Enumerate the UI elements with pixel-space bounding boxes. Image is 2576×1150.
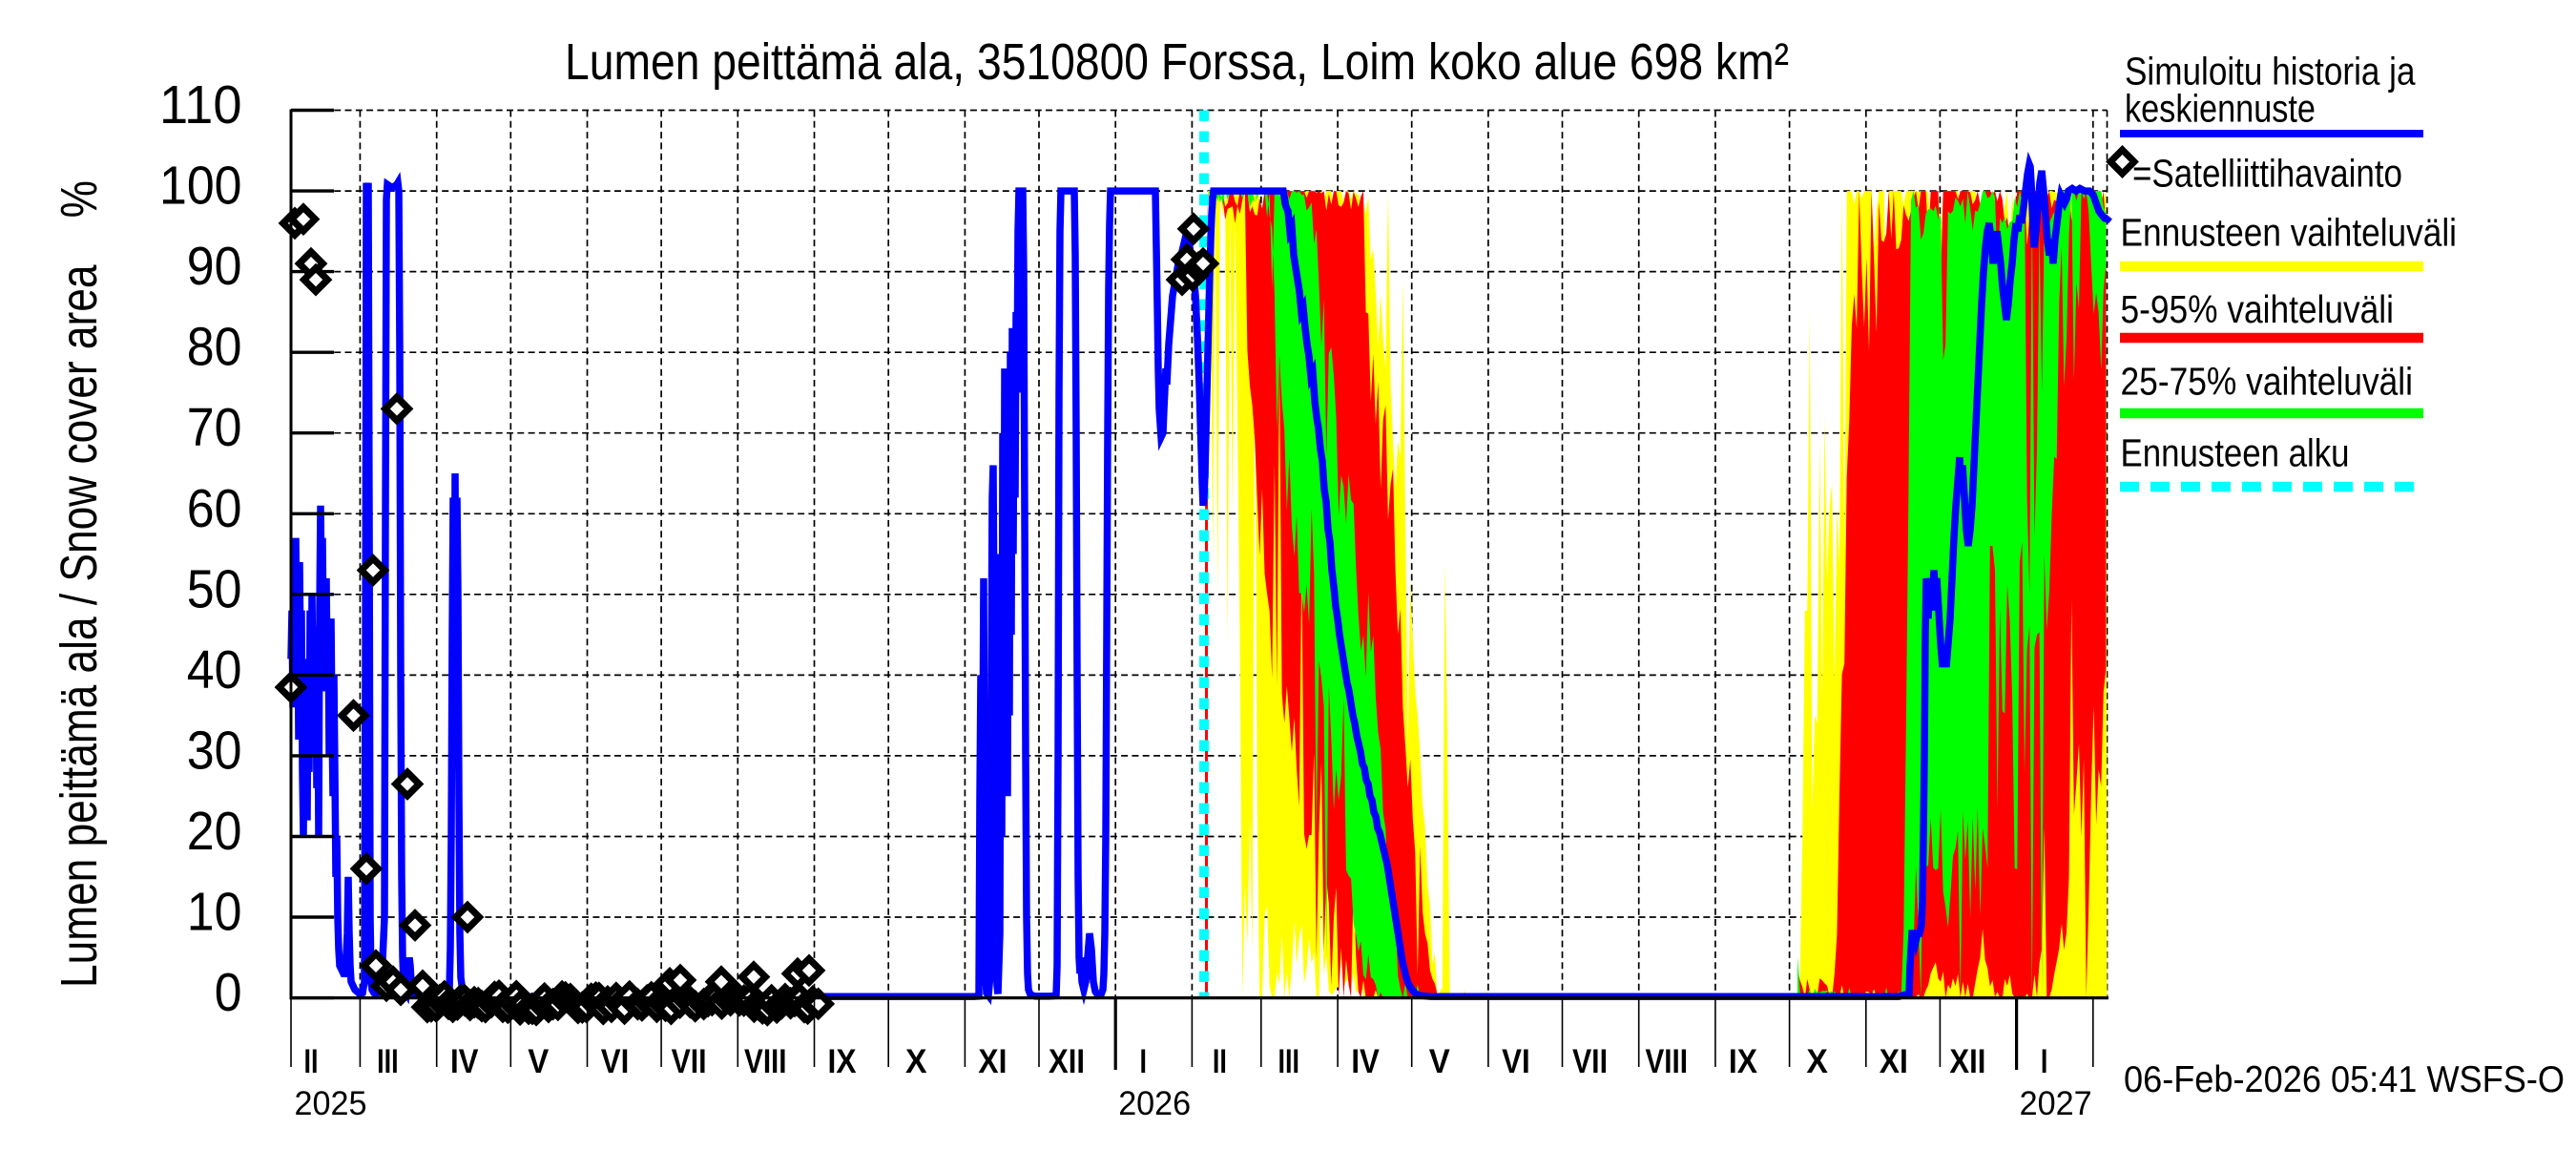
svg-text:0: 0 xyxy=(215,962,242,1023)
svg-text:5-95% vaihteluväli: 5-95% vaihteluväli xyxy=(2121,287,2395,331)
svg-text:IX: IX xyxy=(828,1043,858,1080)
svg-text:XII: XII xyxy=(1949,1043,1985,1080)
svg-text:IV: IV xyxy=(450,1043,479,1080)
svg-text:10: 10 xyxy=(187,882,242,943)
svg-text:Ennusteen vaihteluväli: Ennusteen vaihteluväli xyxy=(2121,211,2458,255)
svg-text:100: 100 xyxy=(159,156,242,217)
svg-text:Lumen peittämä ala, 3510800 Fo: Lumen peittämä ala, 3510800 Forssa, Loim… xyxy=(565,33,1789,91)
svg-text:I: I xyxy=(1139,1043,1147,1080)
svg-text:2027: 2027 xyxy=(2020,1085,2092,1122)
svg-text:30: 30 xyxy=(187,720,242,781)
svg-text:50: 50 xyxy=(187,558,242,619)
svg-text:III: III xyxy=(377,1043,399,1080)
svg-text:I: I xyxy=(2041,1043,2048,1080)
svg-text:IV: IV xyxy=(1351,1043,1380,1080)
svg-text:110: 110 xyxy=(159,74,242,136)
svg-text:Simuloitu historia ja: Simuloitu historia ja xyxy=(2125,50,2416,94)
svg-text:VIII: VIII xyxy=(744,1043,787,1080)
svg-text:II: II xyxy=(304,1043,319,1080)
svg-text:VII: VII xyxy=(672,1043,707,1080)
svg-text:X: X xyxy=(905,1043,927,1080)
svg-text:VII: VII xyxy=(1572,1043,1608,1080)
svg-text:III: III xyxy=(1278,1043,1300,1080)
svg-text:25-75% vaihteluväli: 25-75% vaihteluväli xyxy=(2121,360,2414,404)
svg-text:2026: 2026 xyxy=(1118,1085,1191,1122)
svg-text:80: 80 xyxy=(187,317,242,378)
svg-text:IX: IX xyxy=(1729,1043,1758,1080)
svg-text:90: 90 xyxy=(187,236,242,297)
svg-text:XI: XI xyxy=(1880,1043,1908,1080)
svg-text:VI: VI xyxy=(601,1043,630,1080)
svg-text:20: 20 xyxy=(187,801,242,862)
svg-text:II: II xyxy=(1213,1043,1227,1080)
svg-text:X: X xyxy=(1806,1043,1828,1080)
svg-text:Lumen peittämä ala / Snow cove: Lumen peittämä ala / Snow cover area % xyxy=(51,180,108,988)
svg-text:keskiennuste: keskiennuste xyxy=(2125,87,2316,131)
svg-text:VIII: VIII xyxy=(1645,1043,1688,1080)
svg-text:=Satelliittihavainto: =Satelliittihavainto xyxy=(2132,152,2402,196)
svg-text:06-Feb-2026 05:41 WSFS-O: 06-Feb-2026 05:41 WSFS-O xyxy=(2124,1059,2565,1100)
svg-text:VI: VI xyxy=(1502,1043,1530,1080)
svg-text:40: 40 xyxy=(187,639,242,700)
svg-text:V: V xyxy=(1429,1043,1451,1080)
svg-text:2025: 2025 xyxy=(295,1085,367,1122)
svg-text:V: V xyxy=(528,1043,550,1080)
svg-text:Ennusteen alku: Ennusteen alku xyxy=(2121,431,2350,475)
svg-text:XII: XII xyxy=(1049,1043,1085,1080)
svg-text:60: 60 xyxy=(187,478,242,539)
svg-text:XI: XI xyxy=(978,1043,1007,1080)
svg-text:70: 70 xyxy=(187,397,242,458)
